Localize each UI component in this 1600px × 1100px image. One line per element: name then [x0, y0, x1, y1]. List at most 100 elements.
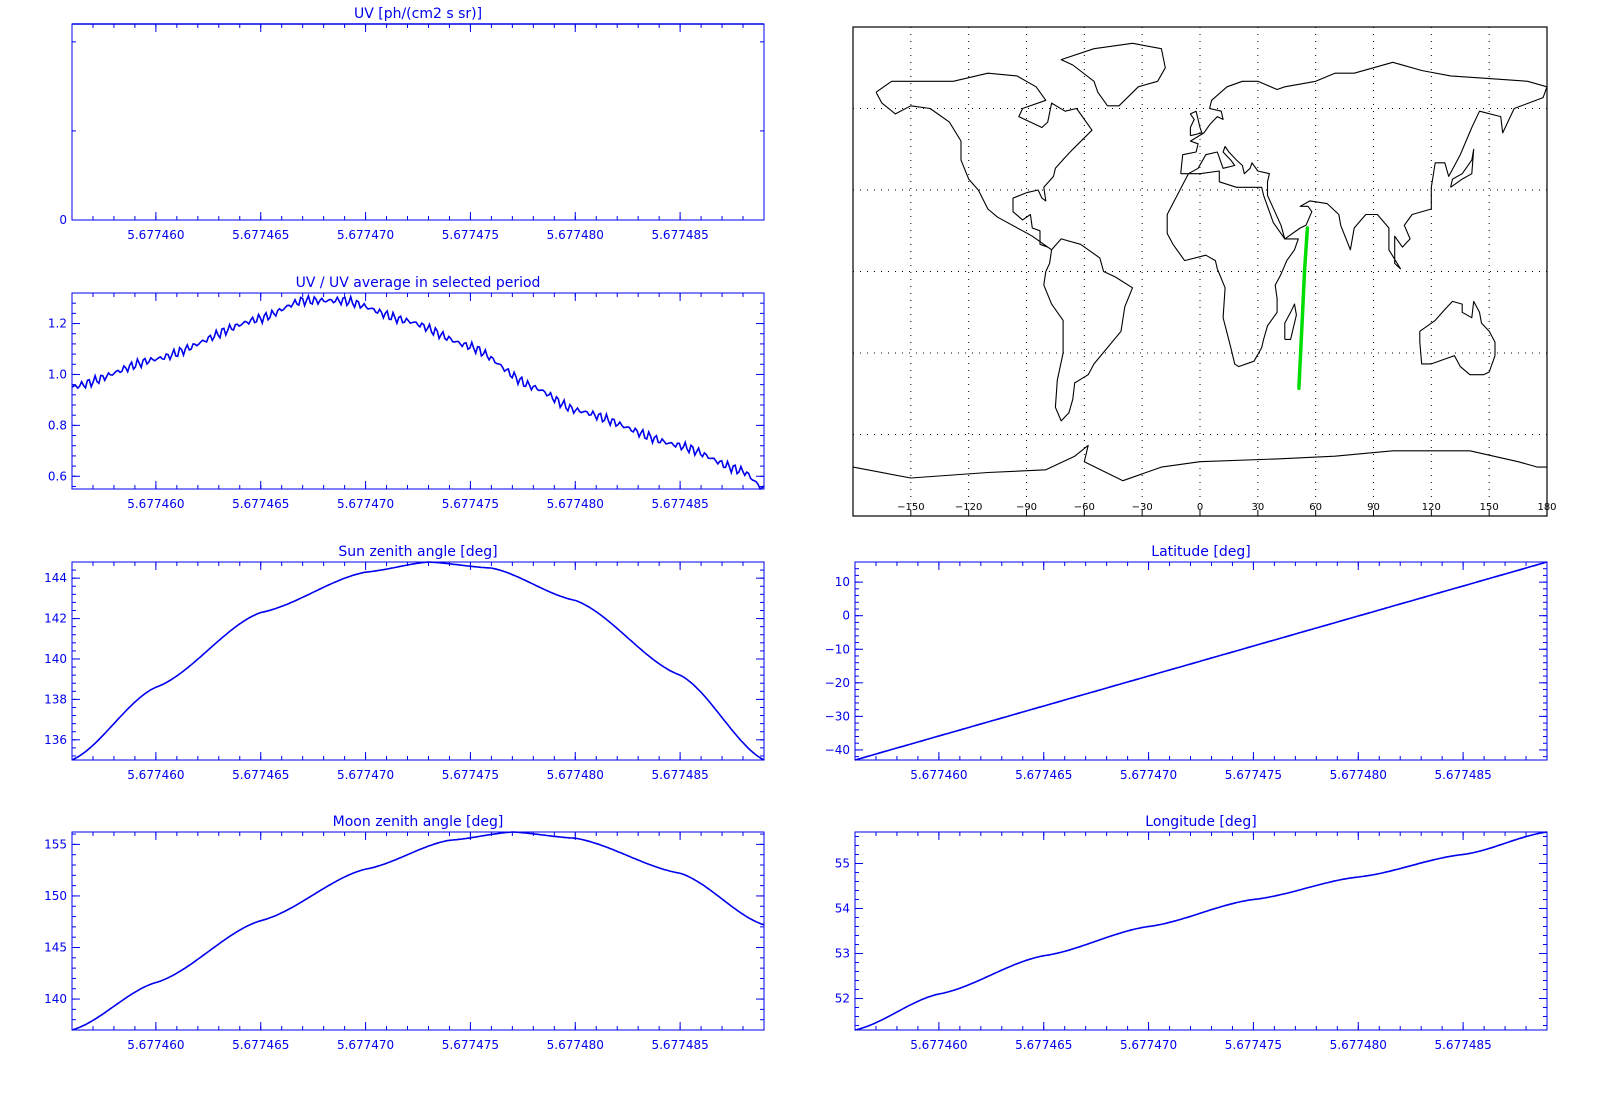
x-tick-label: 5.677470: [337, 1038, 394, 1052]
map-x-tick-label: −90: [1016, 502, 1037, 513]
y-tick-label: 155: [44, 837, 67, 851]
y-tick-label: 0: [842, 609, 850, 623]
series-line: [71, 561, 765, 761]
x-tick-label: 5.677465: [232, 1038, 289, 1052]
plot-frame: [71, 561, 765, 761]
x-tick-label: 5.677475: [1225, 768, 1282, 782]
x-tick-label: 5.677480: [547, 497, 604, 511]
x-tick-label: 5.677460: [127, 497, 184, 511]
y-tick-label: 54: [835, 902, 850, 916]
coastline: [1189, 110, 1203, 137]
coastline: [1450, 148, 1475, 188]
chart-latitude: Latitude [deg] 5.677460 5.677465 5.677470 5.…: [825, 544, 1548, 782]
y-tick-label: −10: [825, 642, 850, 656]
chart-title: UV / UV average in selected period: [296, 275, 541, 291]
x-tick-label: 5.677460: [127, 1038, 184, 1052]
y-tick-label: 0.8: [48, 418, 67, 432]
x-tick-label: 5.677465: [232, 497, 289, 511]
x-tick-label: 5.677480: [1330, 1038, 1387, 1052]
x-tick-label: 5.677460: [910, 1038, 967, 1052]
coastline: [1166, 170, 1299, 368]
chart-sun_zenith: Sun zenith angle [deg] 5.677460 5.677465 5.…: [44, 544, 765, 782]
x-tick-label: 5.677480: [1330, 768, 1387, 782]
y-tick-label: 144: [44, 571, 67, 585]
x-tick-label: 5.677465: [232, 228, 289, 242]
plot-frame: [71, 831, 765, 1031]
map-x-tick-label: −60: [1074, 502, 1095, 513]
coastline: [1060, 42, 1166, 107]
map-x-tick-label: 0: [1197, 502, 1203, 513]
map-x-tick-label: −120: [955, 502, 982, 513]
coastline: [1180, 61, 1547, 270]
chart-longitude: Longitude [deg] 5.677460 5.677465 5.677470 5…: [835, 814, 1548, 1052]
y-tick-label: 1.0: [48, 367, 67, 381]
x-tick-label: 5.677485: [651, 497, 708, 511]
x-tick-label: 5.677460: [127, 768, 184, 782]
x-tick-label: 5.677470: [337, 497, 394, 511]
plot-frame: [854, 561, 1548, 761]
y-tick-label: 140: [44, 652, 67, 666]
map-x-tick-label: 180: [1537, 502, 1556, 513]
map-x-tick-label: −150: [897, 502, 924, 513]
coastline: [875, 72, 1093, 248]
y-tick-label: 140: [44, 992, 67, 1006]
y-tick-label: 0.6: [48, 469, 67, 483]
y-tick-label: 138: [44, 692, 67, 706]
x-tick-label: 5.677475: [442, 1038, 499, 1052]
x-tick-label: 5.677475: [442, 497, 499, 511]
map-x-tick-label: −30: [1132, 502, 1153, 513]
chart-title: Longitude [deg]: [1145, 814, 1256, 830]
plot-frame: [71, 292, 765, 490]
chart-title: UV [ph/(cm2 s sr)]: [354, 6, 482, 22]
y-tick-label: −30: [825, 709, 850, 723]
coastline: [1284, 303, 1297, 340]
y-tick-label: 1.2: [48, 317, 67, 331]
x-tick-label: 5.677470: [337, 228, 394, 242]
x-tick-label: 5.677485: [651, 768, 708, 782]
y-tick-label: 0: [59, 213, 67, 227]
chart-moon_zenith: Moon zenith angle [deg] 5.677460 5.677465 5…: [44, 814, 765, 1052]
map-x-tick-label: 30: [1251, 502, 1264, 513]
coastline: [853, 444, 1547, 482]
series-line: [854, 561, 1548, 761]
chart-title: Sun zenith angle [deg]: [338, 544, 497, 560]
plot-frame: [854, 831, 1548, 1031]
series-line: [854, 831, 1548, 1031]
y-tick-label: 55: [835, 857, 850, 871]
charts-layer: UV [ph/(cm2 s sr)] 5.677460 5.677465 5.6774…: [44, 6, 1548, 1052]
map-x-tick-label: 90: [1367, 502, 1380, 513]
y-tick-label: 136: [44, 733, 67, 747]
x-tick-label: 5.677485: [651, 1038, 708, 1052]
x-tick-label: 5.677460: [127, 228, 184, 242]
chart-uv: UV [ph/(cm2 s sr)] 5.677460 5.677465 5.6774…: [59, 6, 765, 242]
x-tick-label: 5.677485: [1434, 1038, 1491, 1052]
y-tick-label: 10: [835, 575, 850, 589]
series-line: [71, 293, 765, 491]
x-tick-label: 5.677480: [547, 228, 604, 242]
map-x-tick-label: 120: [1422, 502, 1441, 513]
x-tick-label: 5.677465: [1015, 1038, 1072, 1052]
x-tick-label: 5.677465: [232, 768, 289, 782]
coastline: [1043, 238, 1134, 422]
y-tick-label: 142: [44, 612, 67, 626]
y-tick-label: 145: [44, 941, 67, 955]
coastline: [1419, 300, 1496, 376]
map-panel: −150 −120 −90 −60 −30 0 30 60 90 120 150 180: [852, 26, 1557, 517]
x-tick-label: 5.677470: [1120, 768, 1177, 782]
y-tick-label: −40: [825, 743, 850, 757]
x-tick-label: 5.677480: [547, 768, 604, 782]
coastlines: [853, 42, 1547, 482]
x-tick-label: 5.677465: [1015, 768, 1072, 782]
chart-title: Latitude [deg]: [1151, 544, 1250, 560]
y-tick-label: 150: [44, 889, 67, 903]
chart-uv_ratio: UV / UV average in selected period 5.6774…: [48, 275, 765, 511]
x-tick-label: 5.677460: [910, 768, 967, 782]
series-line: [71, 831, 765, 1031]
y-tick-label: 53: [835, 947, 850, 961]
satellite-track: [1297, 226, 1310, 391]
x-tick-label: 5.677475: [442, 768, 499, 782]
x-tick-label: 5.677475: [442, 228, 499, 242]
x-tick-label: 5.677470: [1120, 1038, 1177, 1052]
